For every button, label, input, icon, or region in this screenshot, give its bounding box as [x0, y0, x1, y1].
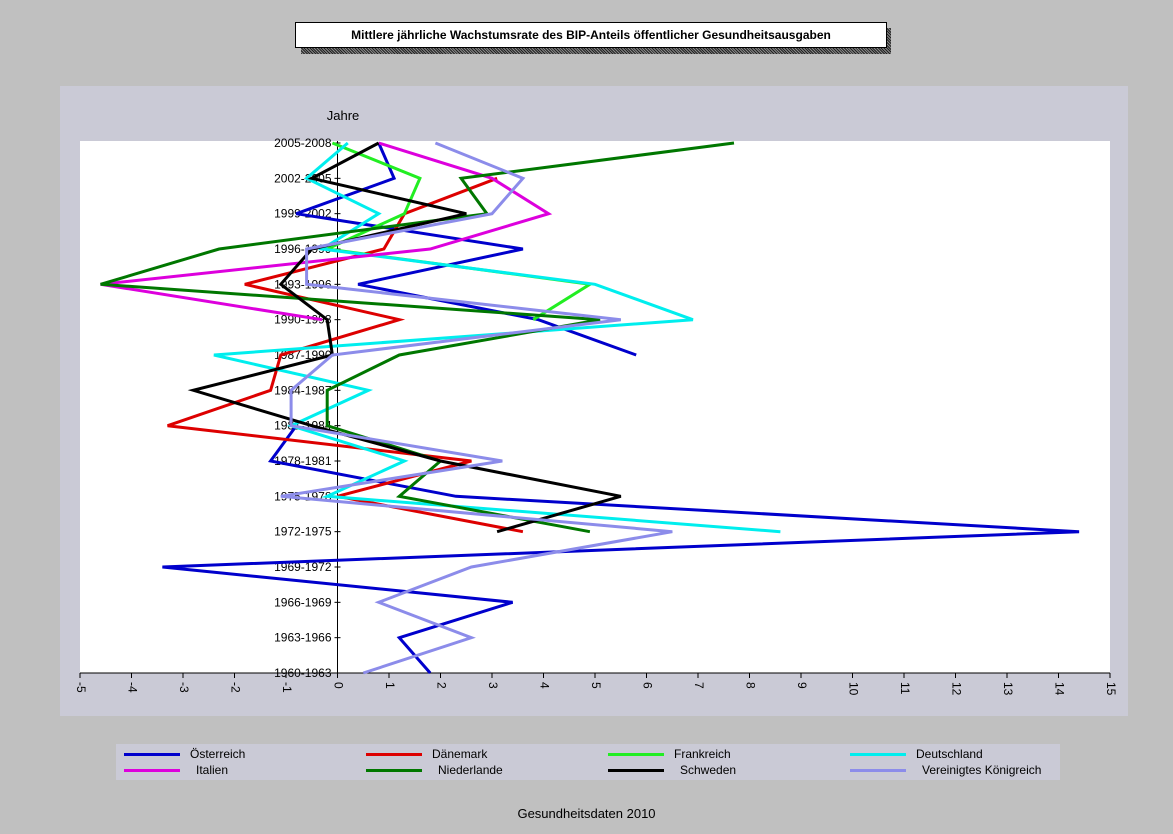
legend-label: Niederlande: [438, 763, 503, 777]
legend-label: Österreich: [190, 747, 246, 761]
legend-swatch: [124, 753, 180, 756]
legend-swatch: [608, 753, 664, 756]
x-tick-label: 5: [589, 682, 603, 689]
legend-item: Dänemark: [366, 746, 602, 762]
x-tick-label: -1: [280, 682, 294, 693]
footer-text: Gesundheitsdaten 2010: [517, 806, 656, 821]
x-tick-label: -2: [228, 682, 242, 693]
x-tick-label: 1: [383, 682, 397, 689]
x-tick-label: 15: [1104, 682, 1118, 696]
plot-panel: -5 -4 -3 -2 -1 0 1 2 3 4 5 6 7 8 9 10 11 12 13 14 15 1960-196…: [60, 86, 1128, 716]
legend-item: Österreich: [124, 746, 360, 762]
x-tick-label: 10: [846, 682, 860, 696]
y-tick-label: 1960-1963: [274, 666, 332, 680]
legend: Österreich Dänemark Frankreich Deutschland I…: [116, 744, 1060, 780]
y-tick-label: 1966-1969: [274, 595, 332, 609]
series-line-2: [321, 141, 595, 321]
chart-title-box: Mittlere jährliche Wachstumsrate des BIP…: [295, 22, 891, 54]
chart-svg: -5 -4 -3 -2 -1 0 1 2 3 4 5 6 7 8 9 10 11 12 13 14 151960-196…: [74, 108, 1118, 696]
legend-swatch: [366, 753, 422, 756]
x-tick-label: 7: [692, 682, 706, 689]
x-tick-label: 12: [949, 682, 963, 696]
y-tick-label: 1963-1966: [274, 631, 332, 645]
legend-swatch: [608, 769, 664, 772]
x-tick-label: 13: [1001, 682, 1015, 696]
x-tick-label: 8: [743, 682, 757, 689]
x-tick-label: 14: [1052, 682, 1066, 696]
chart-title: Mittlere jährliche Wachstumsrate des BIP…: [295, 22, 887, 48]
legend-label: Deutschland: [916, 747, 983, 761]
series-line-0: [162, 424, 1080, 674]
series-line-0: [295, 142, 637, 357]
legend-item: Schweden: [608, 762, 844, 778]
y-tick-label: 1993-1996: [274, 277, 332, 291]
legend-item: Frankreich: [608, 746, 844, 762]
x-tick-label: 3: [486, 682, 500, 689]
legend-item: Vereinigtes Königreich: [850, 762, 1086, 778]
y-tick-label: 1984-1987: [274, 383, 332, 397]
x-tick-label: -4: [125, 682, 139, 693]
series-layer: [100, 141, 1080, 675]
legend-label: Italien: [196, 763, 229, 777]
series-line-4: [100, 141, 553, 322]
legend-label: Schweden: [680, 763, 737, 777]
legend-label: Frankreich: [674, 747, 731, 761]
legend-swatch: [850, 753, 906, 756]
x-tick-label: 11: [898, 682, 912, 695]
y-tick-label: 1990-1993: [274, 313, 332, 327]
plot-area: [80, 141, 1110, 673]
legend-item: Deutschland: [850, 746, 1086, 762]
x-tick-label: 0: [331, 682, 345, 689]
x-tick-label: 2: [434, 682, 448, 689]
legend-swatch: [850, 769, 906, 772]
y-axis-label: Jahre: [327, 108, 360, 123]
x-tick-label: 6: [640, 682, 654, 689]
legend-label: Dänemark: [432, 747, 488, 761]
y-tick-label: 2005-2008: [274, 136, 332, 150]
legend-item: Italien: [124, 762, 360, 778]
legend-label: Vereinigtes Königreich: [922, 763, 1042, 777]
legend-swatch: [124, 769, 180, 772]
legend-swatch: [366, 769, 422, 772]
y-tick-label: 1972-1975: [274, 525, 332, 539]
series-line-5: [100, 141, 735, 534]
x-tick-label: -3: [177, 682, 191, 693]
x-tick-label: 9: [795, 682, 809, 689]
x-tick-label: 4: [537, 682, 551, 689]
series-line-7: [280, 141, 673, 675]
series-line-3: [213, 141, 781, 534]
x-tick-label: -5: [74, 682, 88, 693]
legend-item: Niederlande: [366, 762, 602, 778]
